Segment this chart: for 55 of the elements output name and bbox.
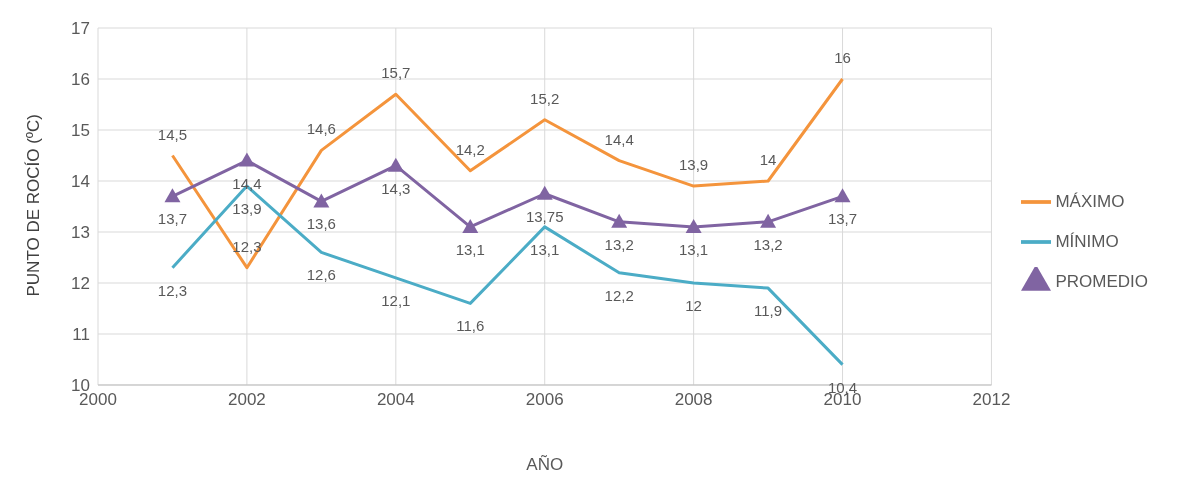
point xyxy=(313,193,330,208)
x-tick-label: 2008 xyxy=(674,390,713,410)
point xyxy=(387,157,404,172)
data-label: 13,2 xyxy=(604,235,634,253)
point xyxy=(685,218,702,233)
data-label: 13,6 xyxy=(306,215,336,233)
legend-label: PROMEDIO xyxy=(1055,271,1148,291)
data-label: 14,2 xyxy=(455,140,485,158)
legend-label: MÍNIMO xyxy=(1055,231,1119,251)
y-axis-title: PUNTO DE ROCÍO (ºC) xyxy=(24,113,44,297)
y-tick-label: 13 xyxy=(71,223,90,243)
x-axis-title: AÑO xyxy=(526,455,564,474)
point xyxy=(834,188,851,203)
point xyxy=(238,152,255,167)
data-label: 13,7 xyxy=(827,210,858,228)
point xyxy=(760,213,777,228)
y-tick-label: 14 xyxy=(71,172,90,192)
data-label: 15,2 xyxy=(530,89,560,107)
data-label: 11,6 xyxy=(456,317,485,335)
x-tick-label: 2012 xyxy=(972,390,1011,410)
point xyxy=(536,185,553,200)
data-label: 12,1 xyxy=(381,291,411,309)
data-label: 14,6 xyxy=(306,120,336,138)
y-tick-label: 11 xyxy=(72,325,90,345)
data-label: 15,7 xyxy=(381,64,411,82)
data-label: 16 xyxy=(834,49,851,66)
data-label: 13,7 xyxy=(157,210,188,228)
data-label: 12,3 xyxy=(157,281,188,299)
y-tick-label: 16 xyxy=(71,70,90,90)
data-label: 14,5 xyxy=(157,125,188,143)
legend-label: MÁXIMO xyxy=(1055,191,1125,211)
data-label: 13,75 xyxy=(525,207,564,225)
data-label: 13,2 xyxy=(753,235,783,253)
x-tick-label: 2006 xyxy=(525,390,564,410)
y-tick-label: 17 xyxy=(71,19,90,39)
y-tick-label: 15 xyxy=(71,121,90,141)
y-tick-label: 12 xyxy=(71,274,90,294)
point xyxy=(611,213,628,228)
data-label: 12,6 xyxy=(306,266,336,284)
data-label: 13,1 xyxy=(679,240,709,258)
data-label: 14,3 xyxy=(381,179,411,197)
data-label: 14 xyxy=(759,151,777,168)
data-label: 11,9 xyxy=(754,302,783,320)
data-label: 14,4 xyxy=(232,174,262,192)
data-label: 12,2 xyxy=(604,286,634,304)
point xyxy=(164,188,181,203)
point xyxy=(462,218,479,233)
x-tick-label: 2004 xyxy=(376,390,415,410)
data-label: 13,9 xyxy=(232,200,262,218)
data-label: 13,9 xyxy=(679,156,709,174)
data-label: 13,1 xyxy=(455,240,485,258)
x-tick-label: 2002 xyxy=(227,390,266,410)
data-label: 12 xyxy=(685,297,702,314)
data-label: 13,1 xyxy=(530,240,560,258)
data-label: 14,4 xyxy=(604,130,634,148)
